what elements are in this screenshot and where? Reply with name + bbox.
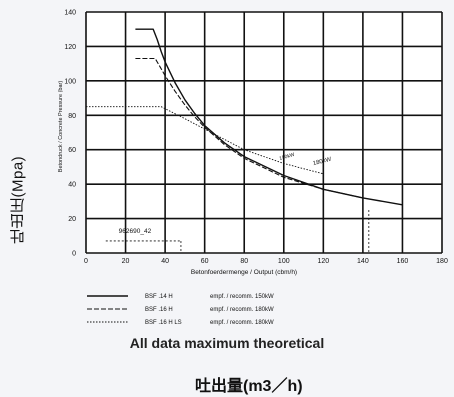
y-axis-label: Betondruck / Concrete Pressure (bar) (58, 81, 64, 173)
series-line-3 (86, 106, 324, 175)
series-label-180kw: 180kW (312, 157, 332, 167)
x-tick-label: 0 (84, 258, 88, 265)
legend-recomm: empf. / recomm. 180kW (210, 320, 274, 326)
caption: All data maximum theoretical (129, 335, 325, 351)
annotation-layer: 962690_42 (105, 209, 370, 253)
plot-background (86, 12, 442, 253)
axis-labels: Betonfoerdermenge / Output (cbm/h) Betond… (58, 81, 297, 276)
x-tick-label: 40 (161, 258, 169, 265)
y-tick-label: 120 (64, 44, 76, 51)
y-axis-title-jp: 吐出圧(Mpa) (9, 155, 27, 245)
y-tick-label: 100 (64, 78, 76, 85)
legend-series-name: BSF .16 H (145, 307, 173, 313)
annotation-id: 962690_42 (119, 228, 152, 235)
legend-recomm: empf. / recomm. 180kW (210, 307, 274, 313)
y-tick-label: 40 (68, 182, 76, 189)
x-tick-label: 160 (397, 258, 409, 265)
series-label-150kw: 150kW (279, 152, 296, 162)
y-tick-label: 20 (68, 216, 76, 223)
grid (85, 11, 443, 254)
y-tick-label: 60 (68, 147, 76, 154)
y-tick-label: 140 (64, 10, 76, 17)
series-line-1 (135, 28, 403, 206)
x-axis-title-jp: 吐出量(m3／h) (195, 378, 303, 395)
legend-series-name: BSF .16 H LS (145, 320, 182, 326)
x-tick-label: 140 (357, 258, 369, 265)
x-axis-label: Betonfoerdermenge / Output (cbm/h) (191, 269, 297, 276)
x-tick-label: 80 (240, 258, 248, 265)
x-tick-label: 60 (201, 258, 209, 265)
series-line-2 (135, 57, 364, 199)
series-layer: 180kW 150kW (86, 28, 403, 206)
legend-series-name: BSF .14 H (145, 294, 173, 300)
legend: BSF .14 H empf. / recomm. 150kW BSF .16 H e… (87, 294, 274, 326)
x-tick-label: 120 (317, 258, 329, 265)
y-tick-label: 80 (68, 113, 76, 120)
y-tick-label: 0 (72, 251, 76, 258)
x-tick-label: 20 (122, 258, 130, 265)
tick-labels: 0 20 40 60 80 100 120 140 160 180 0 20 40 60 80 100 120 1… (64, 10, 448, 266)
x-tick-label: 180 (436, 258, 448, 265)
legend-recomm: empf. / recomm. 150kW (210, 294, 274, 300)
x-tick-label: 100 (278, 258, 290, 265)
